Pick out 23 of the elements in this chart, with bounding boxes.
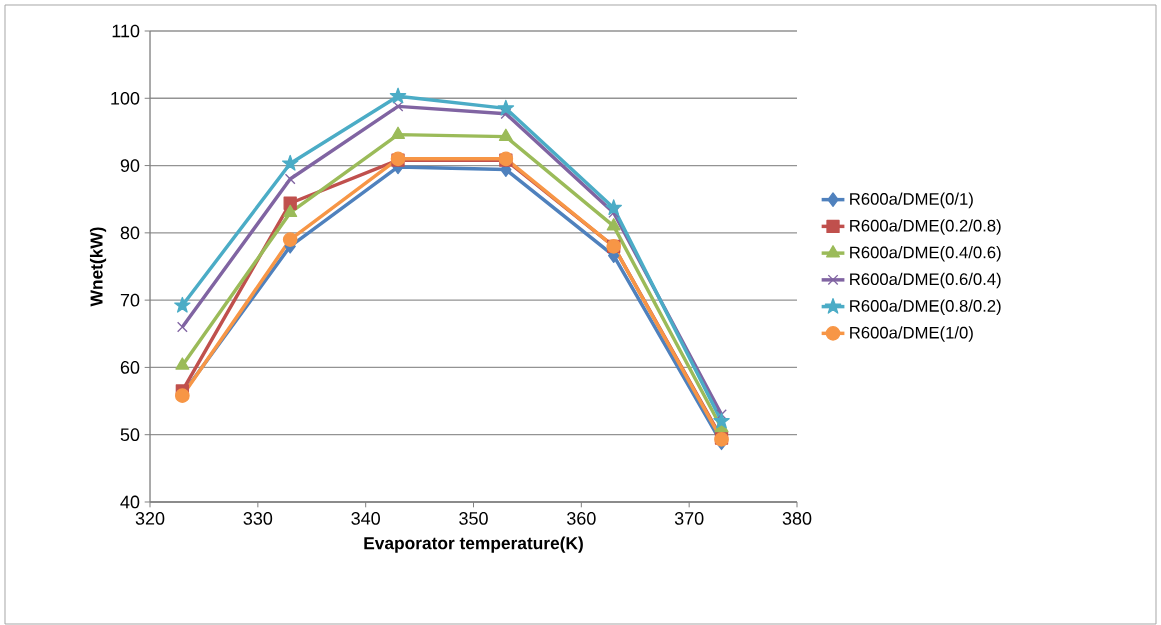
legend-label: R600a/DME(0.8/0.2): [850, 299, 1001, 316]
y-tick-label: 80: [120, 226, 140, 240]
y-axis-title: Wnet(kW): [89, 227, 107, 307]
x-tick-label: 320: [135, 512, 165, 525]
y-tick-label: 90: [120, 159, 140, 172]
x-tick-label: 360: [567, 512, 596, 525]
x-tick-label: 350: [459, 512, 488, 525]
legend-label: R600a/DME(0/1): [850, 192, 973, 209]
legend-label: R600a/DME(0.6/0.4): [850, 272, 1001, 289]
x-tick-label: 330: [243, 512, 273, 525]
y-tick-label: 50: [120, 428, 140, 442]
y-tick-label: 60: [120, 361, 140, 374]
y-tick-label: 100: [111, 91, 140, 105]
y-tick-label: 40: [120, 495, 140, 509]
legend-label: R600a/DME(0.2/0.8): [850, 219, 1001, 235]
legend-label: R600a/DME(0.4/0.6): [850, 246, 1001, 262]
x-tick-label: 380: [782, 512, 812, 525]
y-tick-label: 110: [112, 24, 140, 38]
y-tick-label: 70: [120, 293, 140, 307]
x-tick-label: 370: [674, 512, 704, 525]
x-tick-label: 340: [351, 512, 380, 525]
legend-label: R600a/DME(1/0): [850, 326, 973, 342]
x-axis-title: Evaporator temperature(K): [364, 536, 583, 553]
